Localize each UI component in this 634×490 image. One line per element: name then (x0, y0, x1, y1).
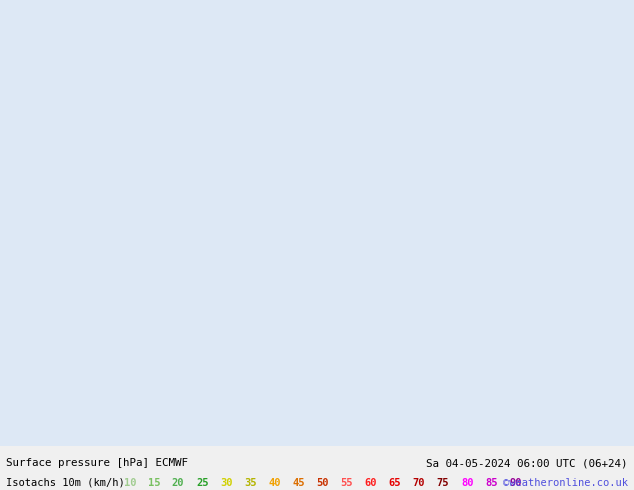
Text: 90: 90 (509, 478, 522, 488)
Text: 55: 55 (340, 478, 353, 488)
Text: 60: 60 (365, 478, 377, 488)
Text: 50: 50 (316, 478, 329, 488)
Text: ©weatheronline.co.uk: ©weatheronline.co.uk (503, 478, 628, 488)
Text: 25: 25 (196, 478, 209, 488)
Text: Sa 04-05-2024 06:00 UTC (06+24): Sa 04-05-2024 06:00 UTC (06+24) (426, 458, 628, 468)
Text: 70: 70 (413, 478, 425, 488)
Text: 15: 15 (148, 478, 160, 488)
Text: Surface pressure [hPa] ECMWF: Surface pressure [hPa] ECMWF (6, 458, 188, 468)
Text: 40: 40 (268, 478, 281, 488)
Text: 35: 35 (244, 478, 257, 488)
Text: 10: 10 (124, 478, 136, 488)
Text: 65: 65 (389, 478, 401, 488)
Text: 75: 75 (437, 478, 450, 488)
Text: 80: 80 (461, 478, 474, 488)
Text: 30: 30 (220, 478, 233, 488)
Text: Isotachs 10m (km/h): Isotachs 10m (km/h) (6, 478, 138, 488)
Text: 85: 85 (485, 478, 498, 488)
Text: 20: 20 (172, 478, 184, 488)
Text: 45: 45 (292, 478, 305, 488)
